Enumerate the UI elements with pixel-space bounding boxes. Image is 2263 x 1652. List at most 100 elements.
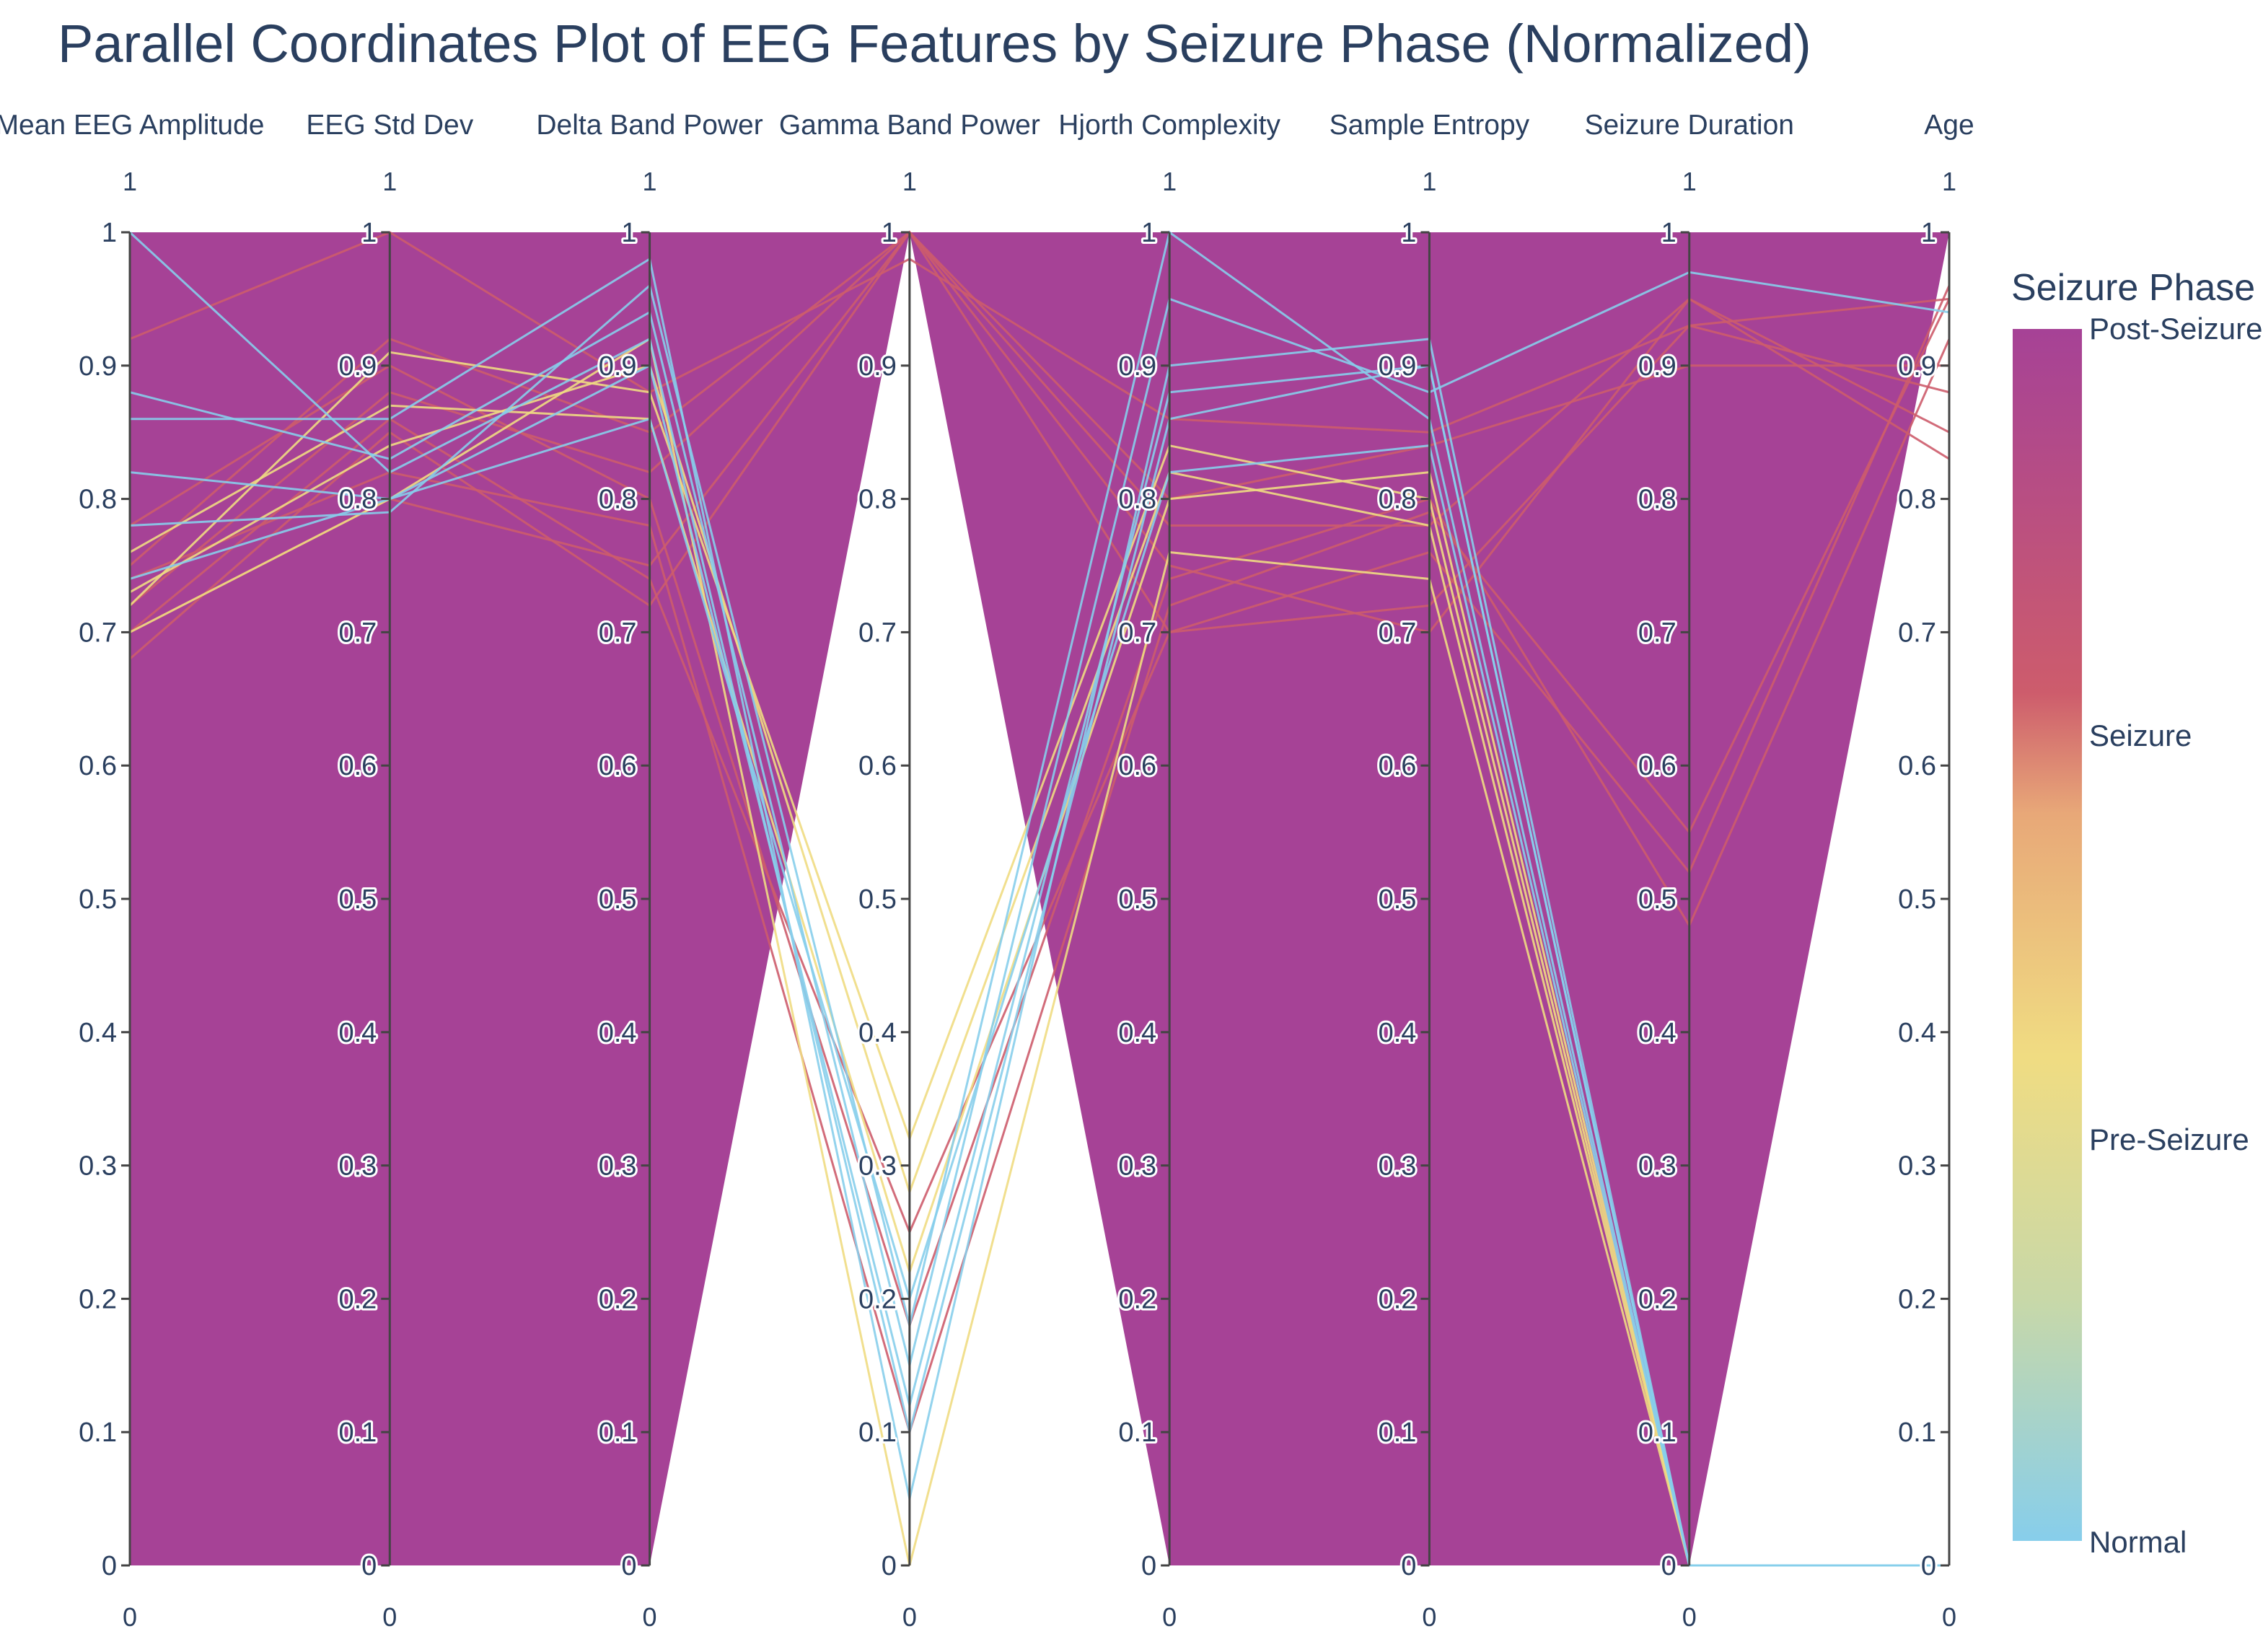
axis-tick-label: 0.5 xyxy=(1118,884,1156,915)
axis-tick-label: 0.7 xyxy=(338,618,377,648)
axis-tick-label: 1 xyxy=(1921,218,1936,248)
axis-tick-label: 0.6 xyxy=(1118,751,1156,781)
axis-eeg-std-dev: EEG Std Dev 1 00 0.1 0.2 0.3 0.4 0.5 0.6 0.7 0.8 0.… xyxy=(306,110,473,1632)
axis-tick-label: 0.5 xyxy=(858,884,897,915)
axis-tick-label: 0.2 xyxy=(1379,1284,1417,1314)
axis-tick-label: 0 xyxy=(1401,1551,1416,1581)
axis-tick-label: 0.8 xyxy=(1118,485,1156,515)
axis-sample-entropy: Sample Entropy 1 00 0.1 0.2 0.3 0.4 0.5 0.6 0.7 0.… xyxy=(1330,110,1530,1632)
colorbar-label-pre-seizure: Pre-Seizure xyxy=(2089,1122,2249,1156)
axis-tick-label: 0.1 xyxy=(858,1418,897,1448)
axis-tick-label: 0.6 xyxy=(1638,751,1677,781)
axis-tick-label: 0 xyxy=(1921,1551,1936,1581)
axis-tick-label: 0.9 xyxy=(1118,351,1156,382)
axis-label: Seizure Duration xyxy=(1584,110,1793,141)
series-line-18 xyxy=(128,231,1949,1567)
axis-tick-label: 0.7 xyxy=(79,618,117,648)
axis-tick-label: 0.4 xyxy=(1118,1018,1156,1048)
axis-tick-label: 0.7 xyxy=(1118,618,1156,648)
axis-tick-label: 0.4 xyxy=(1638,1018,1677,1048)
axis-tick-label: 0.1 xyxy=(338,1418,377,1448)
axis-tick-label: 0.2 xyxy=(1118,1284,1156,1314)
axis-tick-label: 0.7 xyxy=(858,618,897,648)
axis-tick-label: 0.3 xyxy=(79,1151,117,1182)
axis-mean-eeg-amplitude: Mean EEG Amplitude 1 00 0.1 0.2 0.3 0.4 0.5 0.6 0… xyxy=(0,110,264,1632)
colorbar-title: Seizure Phase xyxy=(2011,267,2255,309)
colorbar: Seizure Phase Post-Seizure Seizure Pre-S… xyxy=(2011,267,2262,1559)
axis-tick-label: 0.3 xyxy=(858,1151,897,1182)
axis-tick-label: 0.8 xyxy=(1898,485,1936,515)
axis-label: EEG Std Dev xyxy=(306,110,473,141)
axis-tick-label: 1 xyxy=(361,218,377,248)
axis-hjorth-complexity: Hjorth Complexity 1 00 0.1 0.2 0.3 0.4 0.5 0.6 0.… xyxy=(1058,110,1280,1632)
series-line-4 xyxy=(129,230,1949,567)
axis-tick-label: 0 xyxy=(621,1551,636,1581)
colorbar-label-normal: Normal xyxy=(2089,1525,2187,1559)
series-line-13 xyxy=(129,271,1950,1366)
series-line-8 xyxy=(129,338,1951,1330)
axis-range-max: 1 xyxy=(643,167,657,196)
axis-tick-label: 0.8 xyxy=(1638,485,1677,515)
axis-tick-label: 0.9 xyxy=(1898,351,1936,382)
chart-title: Parallel Coordinates Plot of EEG Feature… xyxy=(58,14,1811,74)
axis-tick-label: 0.6 xyxy=(1379,751,1417,781)
axis-tick-label: 0.1 xyxy=(1379,1418,1417,1448)
axis-tick-label: 0.6 xyxy=(79,751,117,781)
axis-tick-label: 0.4 xyxy=(338,1018,377,1048)
axis-range-min: 0 xyxy=(1422,1602,1436,1632)
axis-range-max: 1 xyxy=(902,167,917,196)
axis-tick-label: 0.9 xyxy=(79,351,117,382)
axis-tick-label: 0.7 xyxy=(1638,618,1677,648)
series-line-5 xyxy=(129,231,1950,434)
axis-label: Sample Entropy xyxy=(1330,110,1530,141)
axis-tick-label: 0.9 xyxy=(1379,351,1417,382)
axis-tick-label: 0.1 xyxy=(1898,1418,1936,1448)
axis-range-max: 1 xyxy=(123,167,137,196)
colorbar-label-seizure: Seizure xyxy=(2089,719,2192,752)
axis-tick-label: 0.8 xyxy=(338,485,377,515)
axis-range-max: 1 xyxy=(1422,167,1436,196)
axis-tick-label: 0.3 xyxy=(1379,1151,1417,1182)
series-line-12 xyxy=(128,351,1949,1567)
axis-range-min: 0 xyxy=(902,1602,917,1632)
axis-tick-label: 0.4 xyxy=(858,1018,897,1048)
axis-tick-label: 0.6 xyxy=(858,751,897,781)
colorbar-label-post-seizure: Post-Seizure xyxy=(2089,312,2262,346)
series-lines xyxy=(128,230,1951,1567)
axis-tick-label: 0.2 xyxy=(1638,1284,1677,1314)
axis-tick-label: 0.3 xyxy=(1638,1151,1677,1182)
axis-range-min: 0 xyxy=(382,1602,397,1632)
axes: Mean EEG Amplitude1000.10.20.30.40.50.60… xyxy=(0,110,1974,1632)
axis-tick-label: 0.8 xyxy=(1379,485,1417,515)
axis-tick-label: 0.9 xyxy=(1638,351,1677,382)
series-line-17 xyxy=(129,417,1949,1567)
axis-tick-label: 0 xyxy=(1661,1551,1677,1581)
axis-tick-label: 0.8 xyxy=(599,485,637,515)
axis-tick-label: 0.4 xyxy=(1898,1018,1936,1048)
axis-tick-label: 0.8 xyxy=(858,485,897,515)
axis-tick-label: 0.1 xyxy=(79,1418,117,1448)
axis-tick-label: 0.9 xyxy=(599,351,637,382)
axis-tick-label: 0.2 xyxy=(79,1284,117,1314)
series-line-6 xyxy=(129,298,1951,1436)
axis-tick-label: 0.4 xyxy=(1379,1018,1417,1048)
axis-tick-label: 0.6 xyxy=(338,751,377,781)
axis-age: Age 1 00 0.1 0.2 0.3 0.4 0.5 0.6 0.7 0.8 0.9 1 xyxy=(1896,110,1974,1632)
axis-delta-band-power: Delta Band Power 1 00 0.1 0.2 0.3 0.4 0.5 0.6 0.7… xyxy=(536,110,763,1632)
axis-tick-label: 0.4 xyxy=(599,1018,637,1048)
axis-tick-label: 0.3 xyxy=(338,1151,377,1182)
axis-tick-label: 0.1 xyxy=(599,1418,637,1448)
axis-tick-label: 0.6 xyxy=(599,751,637,781)
axis-range-max: 1 xyxy=(382,167,397,196)
axis-tick-label: 0.2 xyxy=(599,1284,637,1314)
axis-tick-label: 0.2 xyxy=(858,1284,897,1314)
axis-tick-label: 0.7 xyxy=(1898,618,1936,648)
axis-tick-label: 1 xyxy=(1401,218,1416,248)
axis-tick-label: 0.9 xyxy=(858,351,897,382)
axis-range-max: 1 xyxy=(1682,167,1697,196)
axis-seizure-duration: Seizure Duration 1 00 0.1 0.2 0.3 0.4 0.5 0.6 0.7… xyxy=(1584,110,1793,1632)
axis-tick-label: 0.3 xyxy=(1898,1151,1936,1182)
axis-tick-label: 1 xyxy=(1661,218,1677,248)
axis-tick-label: 0.7 xyxy=(599,618,637,648)
